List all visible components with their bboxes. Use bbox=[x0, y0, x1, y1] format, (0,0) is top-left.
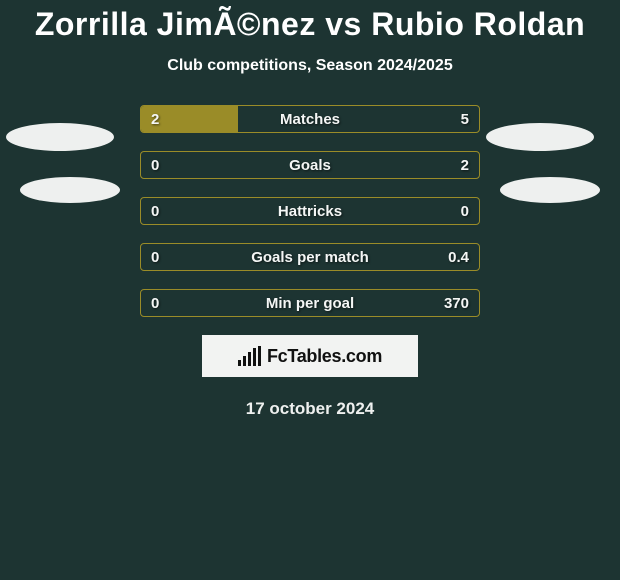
stats-list: 2Matches50Goals20Hattricks00Goals per ma… bbox=[140, 105, 480, 317]
stat-label: Matches bbox=[141, 106, 479, 132]
source-logo: FcTables.com bbox=[202, 335, 418, 377]
subtitle: Club competitions, Season 2024/2025 bbox=[0, 57, 620, 75]
stat-row: 0Min per goal370 bbox=[140, 289, 480, 317]
stat-label: Goals bbox=[141, 152, 479, 178]
stat-label: Min per goal bbox=[141, 290, 479, 316]
stat-label: Goals per match bbox=[141, 244, 479, 270]
avatar-ellipse bbox=[20, 177, 120, 203]
stat-right-value: 2 bbox=[461, 152, 469, 178]
logo-text: FcTables.com bbox=[267, 346, 382, 367]
stat-label: Hattricks bbox=[141, 198, 479, 224]
stat-row: 0Goals per match0.4 bbox=[140, 243, 480, 271]
stat-right-value: 370 bbox=[444, 290, 469, 316]
stat-right-value: 5 bbox=[461, 106, 469, 132]
avatar-ellipse bbox=[6, 123, 114, 151]
comparison-card: Zorrilla JimÃ©nez vs Rubio Roldan Club c… bbox=[0, 0, 620, 580]
page-title: Zorrilla JimÃ©nez vs Rubio Roldan bbox=[0, 6, 620, 43]
avatar-ellipse bbox=[500, 177, 600, 203]
stat-row: 0Hattricks0 bbox=[140, 197, 480, 225]
date-label: 17 october 2024 bbox=[0, 399, 620, 419]
avatar-ellipse bbox=[486, 123, 594, 151]
stat-right-value: 0 bbox=[461, 198, 469, 224]
logo-bars-icon bbox=[238, 346, 261, 366]
stat-row: 2Matches5 bbox=[140, 105, 480, 133]
stat-right-value: 0.4 bbox=[448, 244, 469, 270]
stat-row: 0Goals2 bbox=[140, 151, 480, 179]
